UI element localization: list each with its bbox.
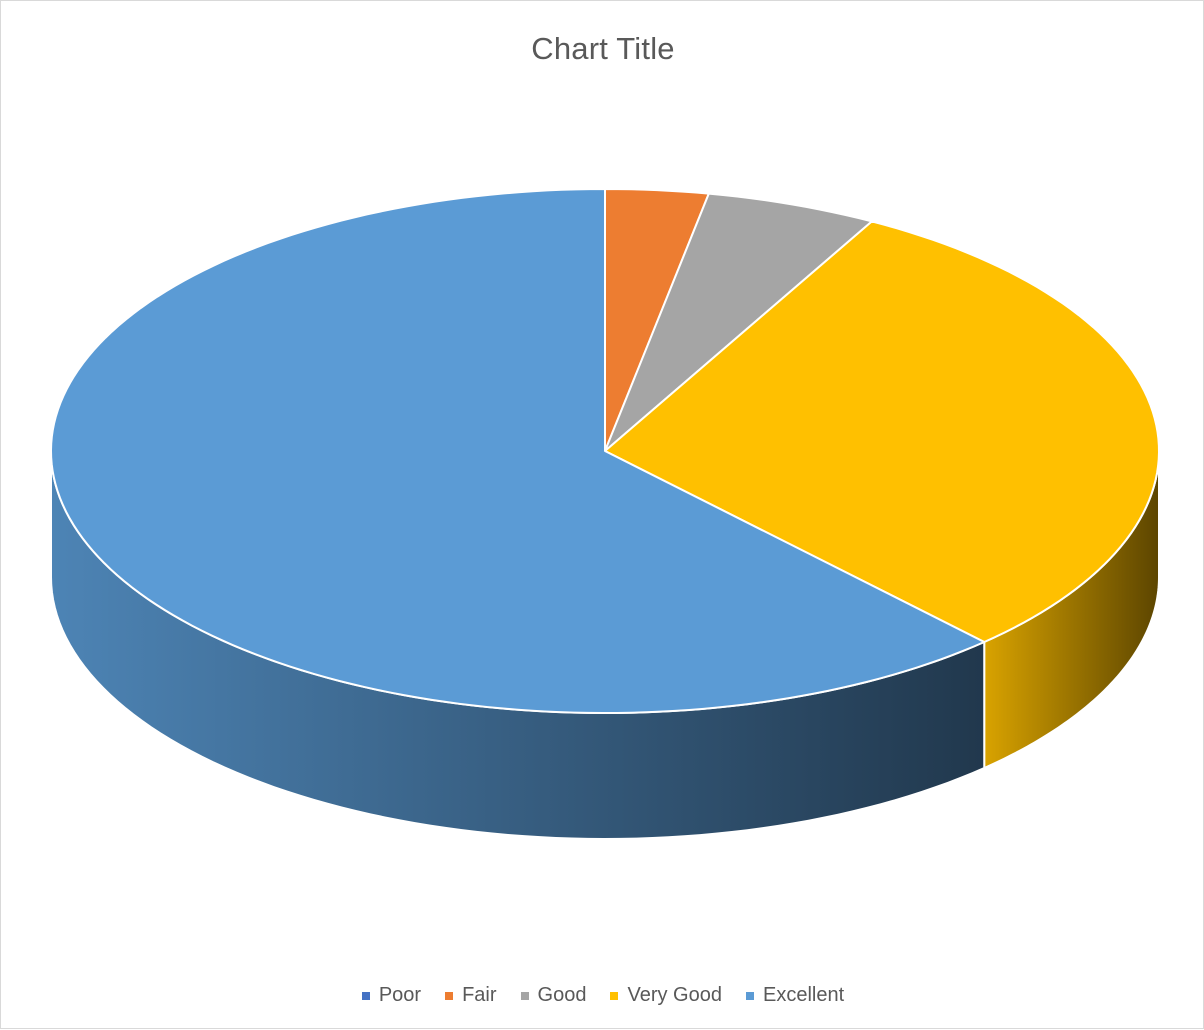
pie-slice-very-good bbox=[604, 220, 1160, 643]
legend-item-very-good: Very Good bbox=[610, 984, 722, 1007]
legend-item-poor: Poor bbox=[361, 984, 422, 1007]
legend-label-very-good: Very Good bbox=[627, 984, 722, 1006]
legend-label-poor: Poor bbox=[378, 984, 422, 1006]
legend-swatch-fair bbox=[445, 991, 454, 1000]
legend-swatch-poor bbox=[361, 991, 370, 1000]
chart-title: Chart Title bbox=[531, 31, 675, 66]
legend-swatch-excellent bbox=[746, 991, 754, 1000]
chart-legend: Poor Fair Good Very Good Excellent bbox=[1, 984, 1204, 1007]
pie-slice-excellent bbox=[50, 188, 986, 714]
legend-item-good: Good bbox=[520, 984, 587, 1007]
legend-label-excellent: Excellent bbox=[763, 984, 845, 1006]
pie-slice-good bbox=[604, 192, 873, 452]
legend-label-fair: Fair bbox=[462, 984, 497, 1006]
legend-item-excellent: Excellent bbox=[746, 984, 844, 1007]
legend-swatch-very-good bbox=[610, 991, 619, 1000]
legend-item-fair: Fair bbox=[445, 984, 497, 1007]
pie-top-faces bbox=[50, 188, 1160, 714]
legend-label-good: Good bbox=[537, 984, 587, 1006]
legend-swatch-good bbox=[520, 991, 529, 1000]
